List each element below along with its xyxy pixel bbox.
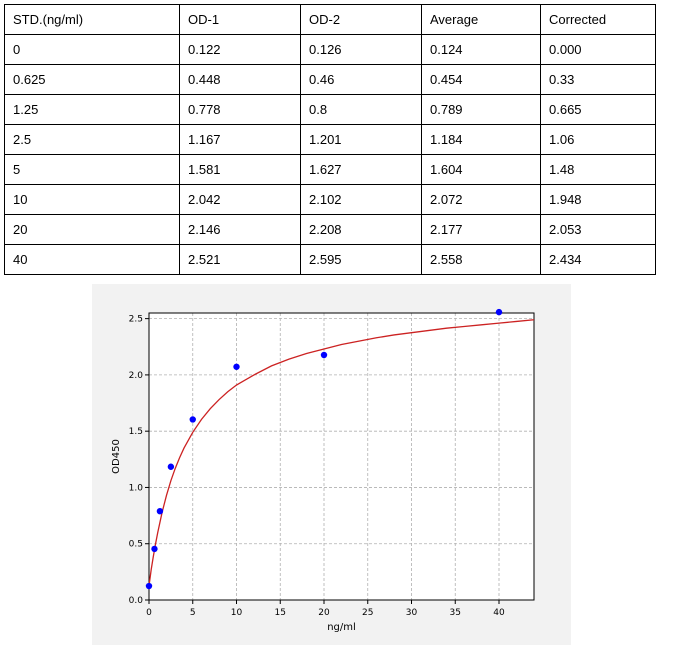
cell-corrected: 1.948 (540, 184, 656, 215)
plot-frame (148, 312, 535, 601)
cell-corrected: 0.000 (540, 34, 656, 65)
cell-average: 0.789 (421, 94, 541, 125)
header-corrected: Corrected (540, 4, 656, 35)
table-row: 0 0.122 0.126 0.124 0.000 (4, 34, 656, 65)
plot-area (149, 313, 534, 600)
cell-od2: 0.8 (300, 94, 422, 125)
cell-od2: 2.208 (300, 214, 422, 245)
cell-od1: 0.122 (179, 34, 301, 65)
cell-std: 40 (4, 244, 180, 275)
x-tick-label: 15 (275, 608, 286, 618)
table-row: 1.25 0.778 0.8 0.789 0.665 (4, 94, 656, 125)
data-point (145, 582, 153, 590)
data-point (233, 363, 240, 370)
cell-std: 10 (4, 184, 180, 215)
cell-od1: 0.448 (179, 64, 301, 95)
y-tick-label: 2.5 (129, 315, 143, 325)
cell-std: 2.5 (4, 124, 180, 155)
header-std: STD.(ng/ml) (4, 4, 180, 35)
cell-average: 2.177 (421, 214, 541, 245)
table-row: 0.625 0.448 0.46 0.454 0.33 (4, 64, 656, 95)
cell-corrected: 0.665 (540, 94, 656, 125)
cell-corrected: 1.06 (540, 124, 656, 155)
cell-std: 20 (4, 214, 180, 245)
table-row: 5 1.581 1.627 1.604 1.48 (4, 154, 656, 185)
fit-curve-line (148, 319, 535, 587)
cell-corrected: 2.053 (540, 214, 656, 245)
cell-std: 0.625 (4, 64, 180, 95)
x-tick-label: 10 (231, 608, 243, 618)
table-row: 40 2.521 2.595 2.558 2.434 (4, 244, 656, 275)
x-tick-label: 25 (362, 608, 373, 618)
standard-curve-table: STD.(ng/ml) OD-1 OD-2 Average Corrected … (4, 4, 656, 275)
y-tick-label: 2.0 (129, 371, 144, 381)
table-row: 2.5 1.167 1.201 1.184 1.06 (4, 124, 656, 155)
cell-od2: 2.595 (300, 244, 422, 275)
data-point (151, 545, 158, 553)
x-tick-label: 20 (318, 608, 330, 618)
cell-od1: 1.581 (179, 154, 301, 185)
data-point (156, 507, 164, 515)
y-tick-label: 1.5 (129, 427, 143, 437)
cell-average: 2.558 (421, 244, 541, 275)
cell-corrected: 0.33 (540, 64, 656, 95)
cell-od1: 2.521 (179, 244, 301, 275)
cell-std: 5 (4, 154, 180, 185)
cell-od2: 2.102 (300, 184, 422, 215)
cell-od2: 0.126 (300, 34, 422, 65)
x-axis-label: ng/ml (327, 622, 356, 633)
cell-od1: 2.042 (179, 184, 301, 215)
cell-average: 0.124 (421, 34, 541, 65)
header-average: Average (421, 4, 541, 35)
y-tick-label: 0.5 (129, 540, 143, 550)
cell-od1: 1.167 (179, 124, 301, 155)
cell-average: 1.604 (421, 154, 541, 185)
cell-average: 0.454 (421, 64, 541, 95)
data-point (167, 463, 175, 470)
cell-corrected: 2.434 (540, 244, 656, 275)
data-point (320, 351, 328, 359)
table-row: 20 2.146 2.208 2.177 2.053 (4, 214, 656, 245)
cell-average: 1.184 (421, 124, 541, 155)
header-od1: OD-1 (179, 4, 301, 35)
cell-od1: 2.146 (179, 214, 301, 245)
x-tick-label: 0 (146, 608, 152, 618)
y-tick-label: 0.0 (129, 596, 144, 606)
x-tick-label: 40 (493, 608, 505, 618)
table-row: 10 2.042 2.102 2.072 1.948 (4, 184, 656, 215)
cell-od2: 1.201 (300, 124, 422, 155)
cell-average: 2.072 (421, 184, 541, 215)
header-od2: OD-2 (300, 4, 422, 35)
data-point (495, 308, 503, 316)
x-tick-label: 5 (190, 608, 196, 618)
chart-panel: 0 5 10 15 20 25 30 35 40 0.0 0.5 1.0 1.5 2.0 2.5 ng/ml O… (92, 284, 571, 645)
x-tick-label: 30 (406, 608, 418, 618)
y-axis-label: OD450 (111, 439, 122, 474)
cell-od2: 1.627 (300, 154, 422, 185)
table-header-row: STD.(ng/ml) OD-1 OD-2 Average Corrected (4, 4, 656, 35)
cell-od1: 0.778 (179, 94, 301, 125)
y-tick-label: 1.0 (129, 483, 144, 493)
standard-curve-chart: 0 5 10 15 20 25 30 35 40 0.0 0.5 1.0 1.5 2.0 2.5 ng/ml O… (111, 308, 535, 633)
cell-corrected: 1.48 (540, 154, 656, 185)
cell-od2: 0.46 (300, 64, 422, 95)
x-tick-label: 35 (450, 608, 461, 618)
cell-std: 1.25 (4, 94, 180, 125)
data-point (189, 416, 196, 423)
cell-std: 0 (4, 34, 180, 65)
